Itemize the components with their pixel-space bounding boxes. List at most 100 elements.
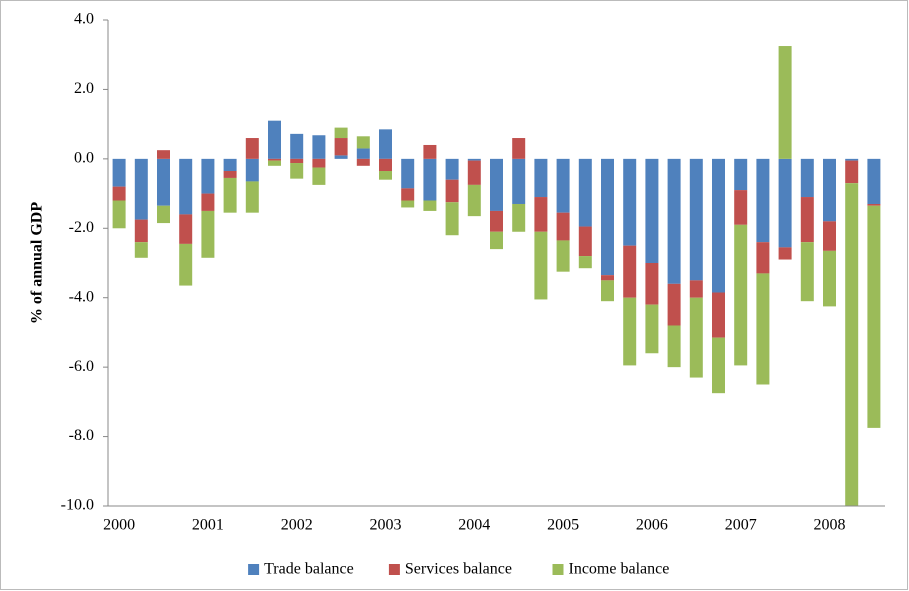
bar-segment	[689, 158, 703, 281]
bar-segment	[445, 179, 459, 203]
bar-segment	[845, 158, 859, 161]
bar-segment	[623, 158, 637, 246]
bar-segment	[179, 214, 193, 244]
y-tick-label: 2.0	[74, 80, 94, 97]
bar-segment	[534, 231, 548, 300]
bar-segment	[578, 256, 592, 269]
bar-segment	[379, 171, 392, 180]
x-tick-label: 2002	[281, 517, 313, 534]
bar-segment	[201, 193, 215, 211]
bar-segment	[334, 155, 348, 159]
bar-segment	[423, 200, 437, 211]
bar-segment	[268, 120, 281, 159]
bar-segment	[556, 240, 570, 272]
y-tick-label: -8.0	[69, 427, 94, 444]
bar-segment	[290, 133, 304, 159]
bar-segment	[401, 158, 415, 189]
bar-segment	[534, 197, 548, 232]
legend-swatch	[552, 564, 564, 575]
x-tick-label: 2005	[547, 517, 579, 534]
bar-segment	[312, 167, 326, 185]
bar-segment	[490, 231, 503, 250]
bar-segment	[157, 158, 170, 206]
bar-segment	[667, 158, 681, 284]
bar-segment	[512, 158, 526, 204]
bar-segment	[578, 226, 592, 257]
bar-segment	[356, 148, 370, 159]
bar-segment	[445, 158, 459, 180]
bar-segment	[778, 158, 792, 248]
bar-segment	[556, 212, 570, 241]
bar-segment	[689, 280, 703, 298]
bar-segment	[157, 205, 170, 224]
y-tick-label: 4.0	[74, 11, 94, 28]
x-tick-label: 2008	[814, 517, 846, 534]
y-tick-label: -2.0	[69, 219, 94, 236]
bar-segment	[778, 46, 792, 159]
bar-segment	[223, 171, 237, 178]
bar-segment	[734, 158, 748, 191]
bar-segment	[712, 337, 725, 394]
bar-segment	[112, 200, 126, 229]
bar-segment	[134, 219, 148, 243]
bar-segment	[800, 242, 814, 302]
x-tick-label: 2001	[192, 517, 224, 534]
bar-segment	[712, 158, 725, 293]
legend-label: Trade balance	[264, 561, 354, 578]
bar-segment	[423, 158, 437, 201]
bar-segment	[867, 203, 881, 206]
bar-segment	[201, 210, 215, 258]
bar-segment	[112, 186, 126, 201]
x-tick-label: 2007	[725, 517, 757, 534]
legend-label: Income balance	[569, 561, 670, 578]
bar-segment	[245, 158, 259, 182]
bar-segment	[756, 158, 770, 243]
bar-segment	[601, 280, 614, 302]
bar-segment	[845, 183, 859, 506]
bar-segment	[223, 177, 237, 213]
bar-segment	[423, 144, 437, 159]
bar-segment	[778, 247, 792, 260]
bar-segment	[490, 158, 503, 211]
bar-segment	[467, 160, 481, 185]
bar-segment	[201, 158, 215, 194]
bar-segment	[667, 325, 681, 368]
bar-segment	[401, 188, 415, 201]
bar-segment	[601, 158, 614, 276]
x-tick-label: 2000	[103, 517, 135, 534]
bar-segment	[867, 158, 881, 204]
bar-segment	[823, 158, 836, 222]
legend-swatch	[388, 564, 400, 575]
bar-segment	[334, 127, 348, 139]
bar-segment	[623, 297, 637, 366]
bar-segment	[823, 250, 836, 307]
bar-segment	[179, 158, 193, 215]
bar-segment	[245, 181, 259, 213]
bar-segment	[578, 158, 592, 227]
bar-segment	[823, 221, 836, 251]
bar-segment	[556, 158, 570, 213]
bar-segment	[356, 136, 370, 149]
bar-segment	[645, 304, 659, 354]
bar-segment	[800, 197, 814, 243]
bar-segment	[734, 190, 748, 225]
bar-segment	[490, 210, 503, 232]
bar-segment	[689, 297, 703, 378]
bar-segment	[623, 245, 637, 298]
bar-segment	[112, 158, 126, 187]
bar-segment	[845, 160, 859, 184]
bar-segment	[645, 263, 659, 305]
y-tick-label: -4.0	[69, 288, 94, 305]
y-tick-label: -6.0	[69, 358, 94, 375]
bar-segment	[245, 138, 259, 159]
bar-segment	[800, 158, 814, 198]
bar-segment	[512, 203, 526, 232]
y-tick-label: -10.0	[61, 497, 94, 514]
x-tick-label: 2003	[370, 517, 402, 534]
x-tick-label: 2004	[458, 517, 490, 534]
legend-swatch	[248, 564, 260, 575]
bar-segment	[334, 138, 348, 156]
bar-segment	[401, 200, 415, 208]
